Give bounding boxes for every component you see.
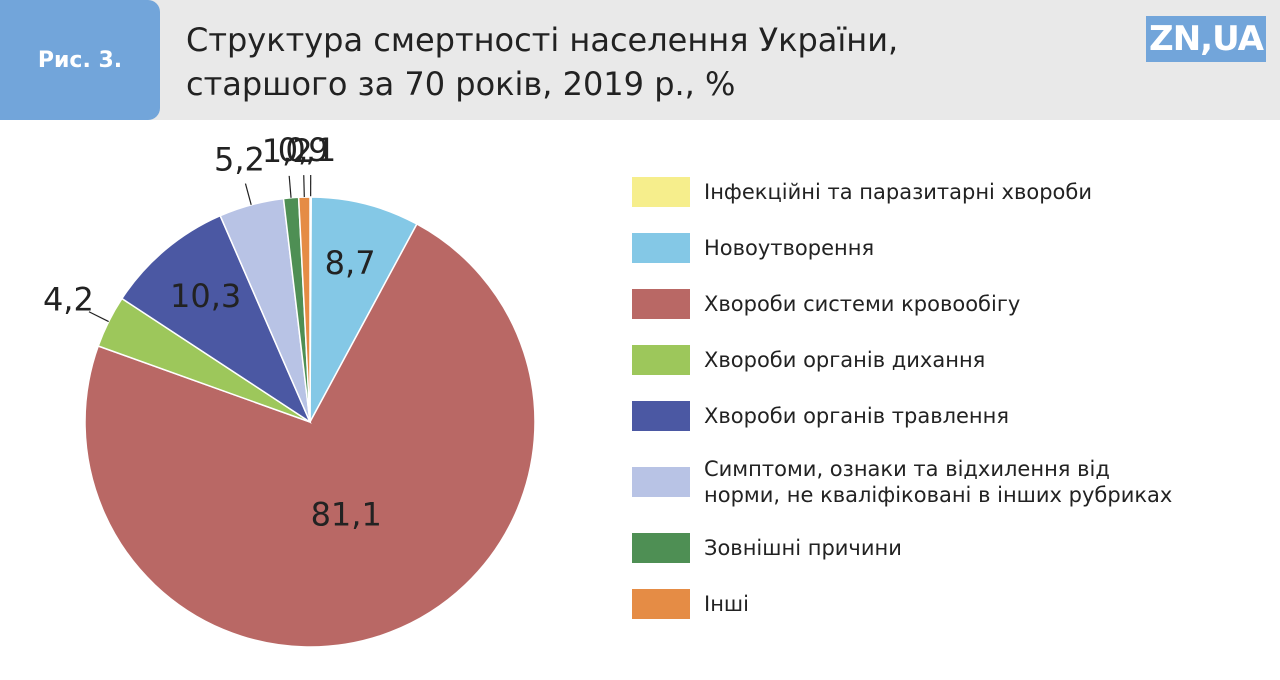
data-label: 10,3 (170, 277, 241, 315)
legend-item: Інфекційні та паразитарні хвороби (632, 176, 1232, 208)
legend-label: Хвороби органів дихання (704, 348, 986, 372)
legend-label: Симптоми, ознаки та відхилення від норми… (704, 457, 1173, 507)
leader-line (303, 175, 305, 198)
legend-swatch (632, 233, 690, 263)
legend-swatch (632, 467, 690, 497)
legend-item: Хвороби системи кровообігу (632, 288, 1232, 320)
data-label: 1,2 (262, 132, 313, 170)
legend: Інфекційні та паразитарні хвороби Новоутв… (632, 176, 1232, 644)
legend-item: Хвороби органів дихання (632, 344, 1232, 376)
title-line: старшого за 70 років, 2019 р., % (186, 65, 736, 103)
logo: ZN,UA (1146, 16, 1266, 62)
legend-item: Хвороби органів травлення (632, 400, 1232, 432)
legend-item: Симптоми, ознаки та відхилення від норми… (632, 456, 1232, 508)
legend-item: Інші (632, 588, 1232, 620)
pie-slice (120, 214, 312, 425)
legend-swatch (632, 177, 690, 207)
data-label: 8,7 (325, 244, 376, 282)
legend-label: Інфекційні та паразитарні хвороби (704, 180, 1092, 204)
legend-label: Хвороби системи кровообігу (704, 292, 1021, 316)
title-line: Структура смертності населення України, (186, 21, 899, 59)
legend-swatch (632, 401, 690, 431)
chart-title: Структура смертності населення України, … (186, 18, 898, 106)
legend-label: Хвороби органів травлення (704, 404, 1010, 428)
legend-label: Новоутворення (704, 236, 875, 260)
leader-line (88, 311, 109, 323)
legend-item: Новоутворення (632, 232, 1232, 264)
data-label: 0,9 (278, 131, 329, 169)
pie-slice (309, 196, 418, 423)
legend-label: Зовнішні причини (704, 536, 902, 560)
legend-item: Зовнішні причини (632, 532, 1232, 564)
pie-slice (84, 222, 536, 648)
header: Рис. 3. Структура смертності населення У… (0, 0, 1280, 120)
data-label: 81,1 (311, 496, 382, 534)
legend-swatch (632, 345, 690, 375)
pie-chart: 0,1 8,7 81,1 4,2 10,3 5,21,20,9 (43, 131, 536, 648)
leader-line (244, 183, 252, 205)
legend-swatch (632, 533, 690, 563)
leader-line (288, 175, 292, 198)
figure-label: Рис. 3. (0, 0, 160, 120)
data-label: 5,2 (214, 140, 265, 178)
legend-label: Інші (704, 592, 749, 616)
legend-swatch (632, 289, 690, 319)
pie-slice (297, 196, 311, 423)
legend-swatch (632, 589, 690, 619)
data-label: 4,2 (43, 280, 94, 318)
data-label: 0,1 (285, 131, 336, 169)
